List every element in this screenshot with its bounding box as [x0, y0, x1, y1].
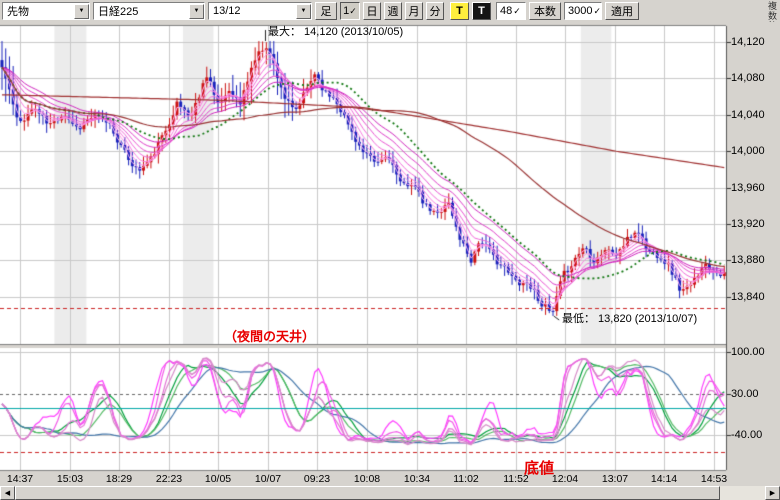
t-black-button[interactable]: T [472, 2, 491, 20]
time-tick-label: 09:23 [303, 473, 331, 485]
chevron-down-icon[interactable]: ▼ [296, 3, 311, 19]
symbol-select[interactable]: 日経225 ▼ [93, 2, 205, 20]
contract-select[interactable]: 13/12 ▼ [208, 2, 312, 20]
period-1min-label: 1 [343, 5, 350, 17]
time-tick-label: 11:02 [453, 473, 479, 485]
time-tick-label: 15:03 [56, 473, 84, 485]
time-tick-label: 11:52 [503, 473, 529, 485]
arrow-left-icon: ◀ [4, 490, 11, 497]
price-tick-label: 14,120 [731, 36, 765, 48]
toolbar: 先物 ▼ 日経225 ▼ 13/12 ▼ 足 1 ✓ 日 週 月 分 T T 48… [0, 0, 780, 22]
price-chart-canvas[interactable] [0, 22, 780, 472]
bars-input[interactable]: 3000 ✓ [564, 2, 602, 20]
scrollbar-track[interactable] [15, 486, 765, 500]
price-tick-label: 13,920 [731, 218, 765, 230]
scroll-left-button[interactable]: ◀ [0, 486, 15, 500]
count-value: 48 [500, 5, 513, 17]
time-tick-label: 10/05 [204, 473, 232, 485]
time-tick-label: 14:14 [650, 473, 678, 485]
horizontal-scrollbar[interactable]: ◀ ▶ [0, 486, 780, 500]
time-tick-label: 14:53 [700, 473, 728, 485]
time-tick-label: 12:04 [551, 473, 579, 485]
ashi-button[interactable]: 足 [315, 2, 337, 20]
price-tick-label: 14,040 [731, 109, 765, 121]
apply-button[interactable]: 適用 [605, 2, 639, 20]
bars-value: 3000 [568, 5, 593, 17]
period-1min-button[interactable]: 1 ✓ [340, 2, 360, 20]
price-tick-label: 13,880 [731, 254, 765, 266]
instrument-value: 先物 [7, 6, 29, 18]
max-price-annotation: 最大： 14,120 (2013/10/05) [268, 26, 404, 38]
time-tick-label: 10:34 [403, 473, 431, 485]
scroll-right-button[interactable]: ▶ [765, 486, 780, 500]
period-week-button[interactable]: 週 [384, 2, 402, 20]
instrument-select[interactable]: 先物 ▼ [2, 2, 90, 20]
price-tick-label: 13,960 [731, 182, 765, 194]
time-tick-label: 22:23 [155, 473, 183, 485]
check-icon: ✓ [349, 5, 357, 16]
night-ceiling-annotation: （夜間の天井） [224, 329, 316, 344]
multi-symbol-label[interactable]: 複数銘柄 [767, 1, 777, 41]
min-price-annotation: 最低： 13,820 (2013/10/07) [562, 313, 698, 325]
scrollbar-thumb[interactable] [15, 486, 720, 500]
honsu-button[interactable]: 本数 [529, 2, 561, 20]
check-icon: ✓ [593, 5, 602, 16]
time-tick-label: 10:08 [353, 473, 381, 485]
time-tick-label: 18:29 [105, 473, 133, 485]
t-yellow-button[interactable]: T [450, 2, 469, 20]
symbol-value: 日経225 [98, 6, 139, 18]
osc-tick-label: 100.00 [731, 346, 765, 358]
time-tick-label: 13:07 [601, 473, 629, 485]
time-tick-label: 14:37 [6, 473, 34, 485]
contract-value: 13/12 [213, 5, 241, 17]
period-minute-button[interactable]: 分 [426, 2, 444, 20]
price-tick-label: 14,000 [731, 145, 765, 157]
check-icon: ✓ [513, 5, 521, 16]
bottom-price-annotation: 底値 [524, 460, 555, 477]
count-input[interactable]: 48 ✓ [496, 2, 526, 20]
chevron-down-icon[interactable]: ▼ [74, 3, 89, 19]
chevron-down-icon[interactable]: ▼ [189, 3, 204, 19]
osc-tick-label: 30.00 [731, 388, 759, 400]
price-tick-label: 13,840 [731, 291, 765, 303]
time-tick-label: 10/07 [254, 473, 282, 485]
period-day-button[interactable]: 日 [363, 2, 381, 20]
arrow-right-icon: ▶ [769, 490, 776, 497]
period-month-button[interactable]: 月 [405, 2, 423, 20]
osc-tick-label: -40.00 [731, 429, 763, 441]
price-tick-label: 14,080 [731, 72, 765, 84]
